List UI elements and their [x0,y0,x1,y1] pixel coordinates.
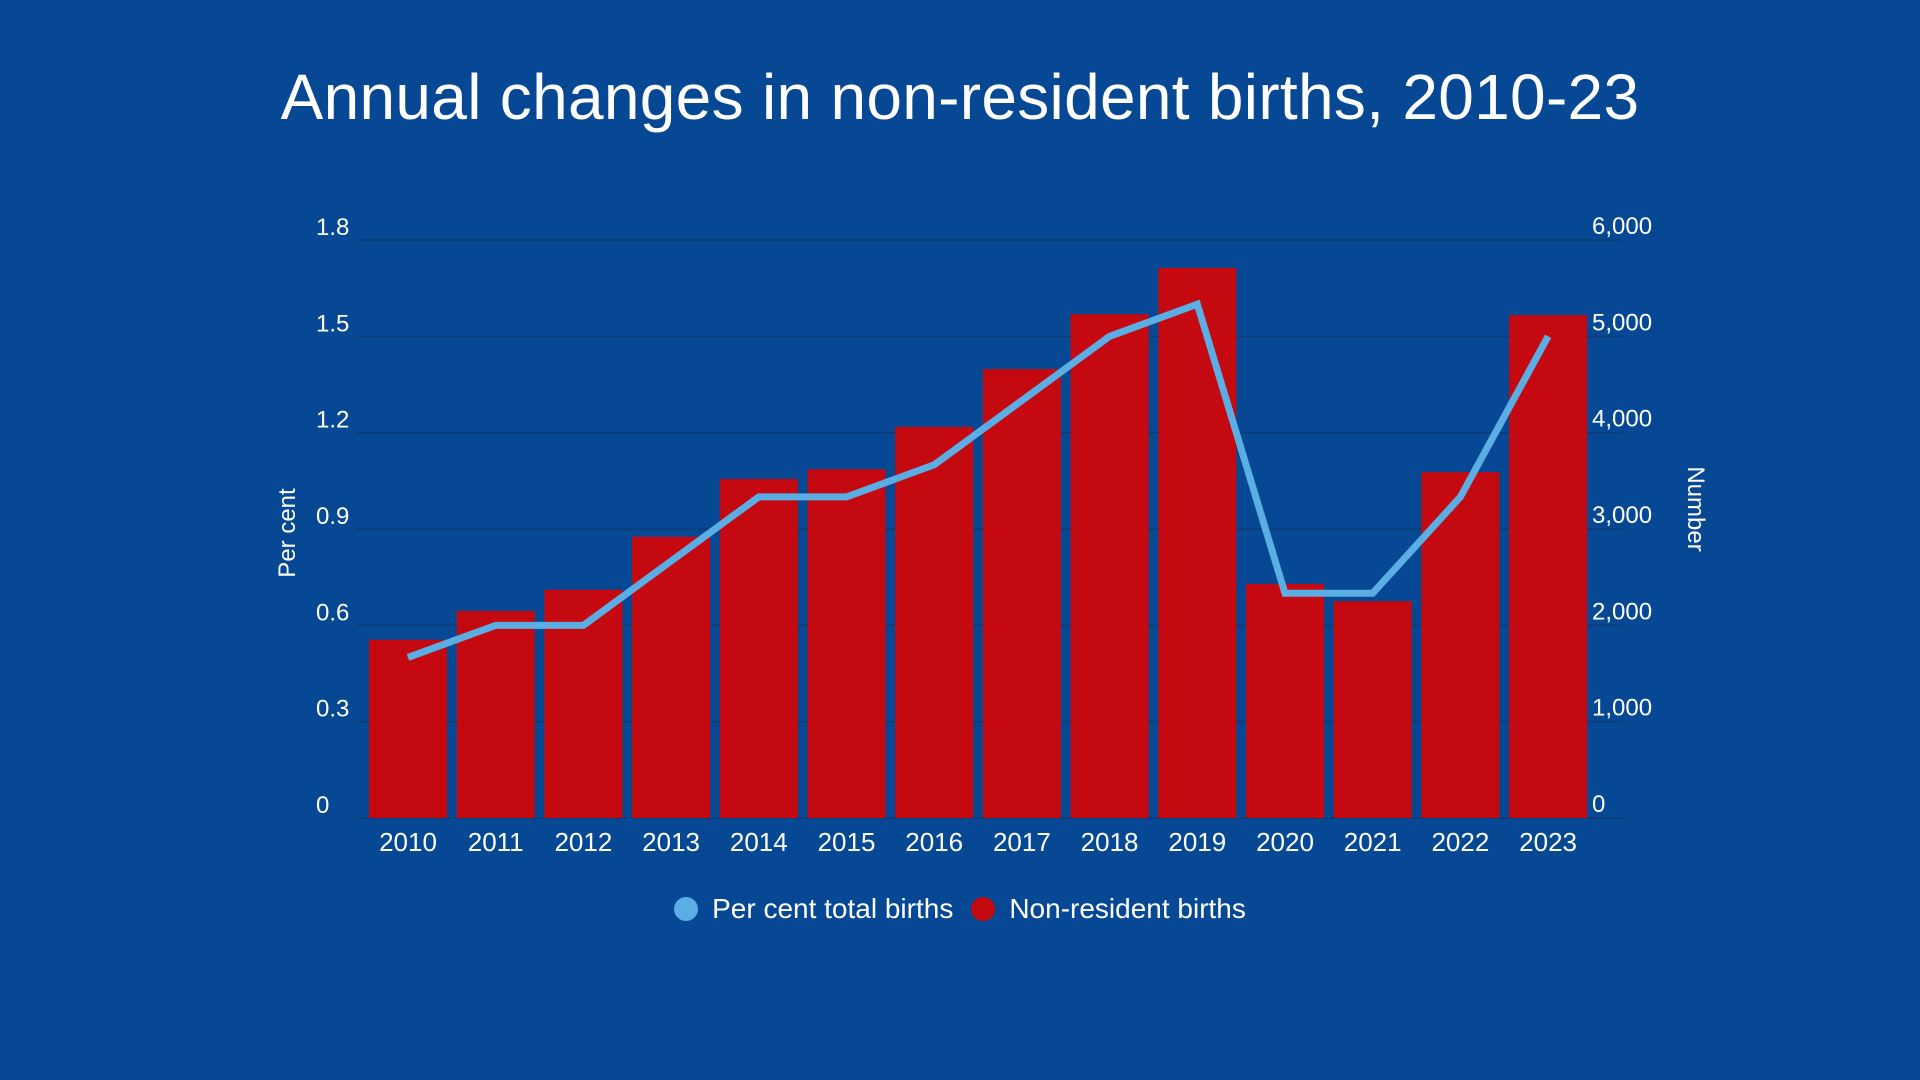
bar-2014 [719,478,798,818]
line-point-2012 [582,624,584,626]
line-point-2016 [933,464,935,466]
legend-bar-label: Non-resident births [1009,893,1246,924]
x-tick-label: 2011 [468,827,524,857]
left-tick-label: 0.6 [316,599,349,626]
x-tick-label: 2013 [642,827,700,857]
x-tick-label: 2019 [1168,827,1226,857]
legend-line-label: Per cent total births [712,893,954,924]
right-tick-label: 5,000 [1592,309,1652,336]
left-tick-label: 0.9 [316,503,349,530]
x-tick-label: 2015 [818,827,876,857]
bar-2023 [1509,315,1588,818]
legend: Per cent total births Non-resident birth… [0,893,1920,925]
chart-title: Annual changes in non-resident births, 2… [280,61,1640,133]
bar-2021 [1333,601,1412,818]
x-axis-ticks: 2010 2011 2012 2013 2014 2015 2016 2017 2018 2019… [379,827,1577,857]
line-point-2014 [758,496,760,498]
right-axis-ticks: 0 1,000 2,000 3,000 4,000 5,000 6,000 [1592,213,1652,818]
line-series [406,299,1552,661]
x-tick-label: 2014 [730,827,788,857]
x-tick-label: 2012 [554,827,612,857]
right-tick-label: 3,000 [1592,502,1652,529]
left-axis-label: Per cent [274,488,301,578]
line-point-2022 [1459,496,1461,498]
x-tick-label: 2022 [1431,827,1489,857]
bar-2020 [1246,583,1324,818]
left-tick-label: 1.2 [316,407,349,434]
bar-series [369,267,1588,819]
legend-line-swatch [674,897,699,921]
right-tick-label: 0 [1592,791,1605,818]
x-tick-label: 2023 [1519,827,1577,857]
line-point-2020 [1284,592,1286,594]
left-tick-label: 1.8 [316,214,349,241]
bar-2015 [807,469,886,818]
line-point-2013 [670,560,672,562]
bar-2017 [982,369,1061,818]
right-tick-label: 6,000 [1592,213,1652,240]
bar-2010 [369,639,447,818]
x-tick-label: 2016 [905,827,963,857]
line-per-cent-total-births [406,299,1552,661]
bar-2019 [1158,267,1237,819]
line-point-2018 [1109,335,1111,337]
x-tick-label: 2021 [1344,827,1402,857]
right-tick-label: 2,000 [1592,598,1652,625]
line-point-2011 [495,624,497,626]
bar-2018 [1070,314,1149,818]
x-tick-label: 2010 [379,827,437,857]
line-point-2015 [846,496,847,498]
line-point-2021 [1372,592,1374,594]
legend-item-bar[interactable]: Non-resident births [971,893,1246,925]
left-tick-label: 1.5 [316,310,349,337]
legend-item-line[interactable]: Per cent total births [674,893,953,925]
left-axis-ticks: 0 0.3 0.6 0.9 1.2 1.5 1.8 [316,214,349,819]
x-tick-label: 2020 [1256,827,1314,857]
right-tick-label: 4,000 [1592,406,1652,433]
x-tick-label: 2018 [1081,827,1139,857]
left-tick-label: 0.3 [316,696,349,723]
x-tick-label: 2017 [993,827,1051,857]
line-point-2017 [1021,400,1023,402]
line-point-2010 [407,656,409,658]
right-tick-label: 1,000 [1592,695,1652,722]
right-axis-label: Number [1682,466,1709,551]
line-point-2019 [1196,303,1198,305]
bar-2016 [895,426,974,818]
legend-bar-swatch [971,897,996,921]
bar-2011 [456,610,535,818]
line-point-2023 [1547,335,1549,337]
left-tick-label: 0 [316,792,329,819]
